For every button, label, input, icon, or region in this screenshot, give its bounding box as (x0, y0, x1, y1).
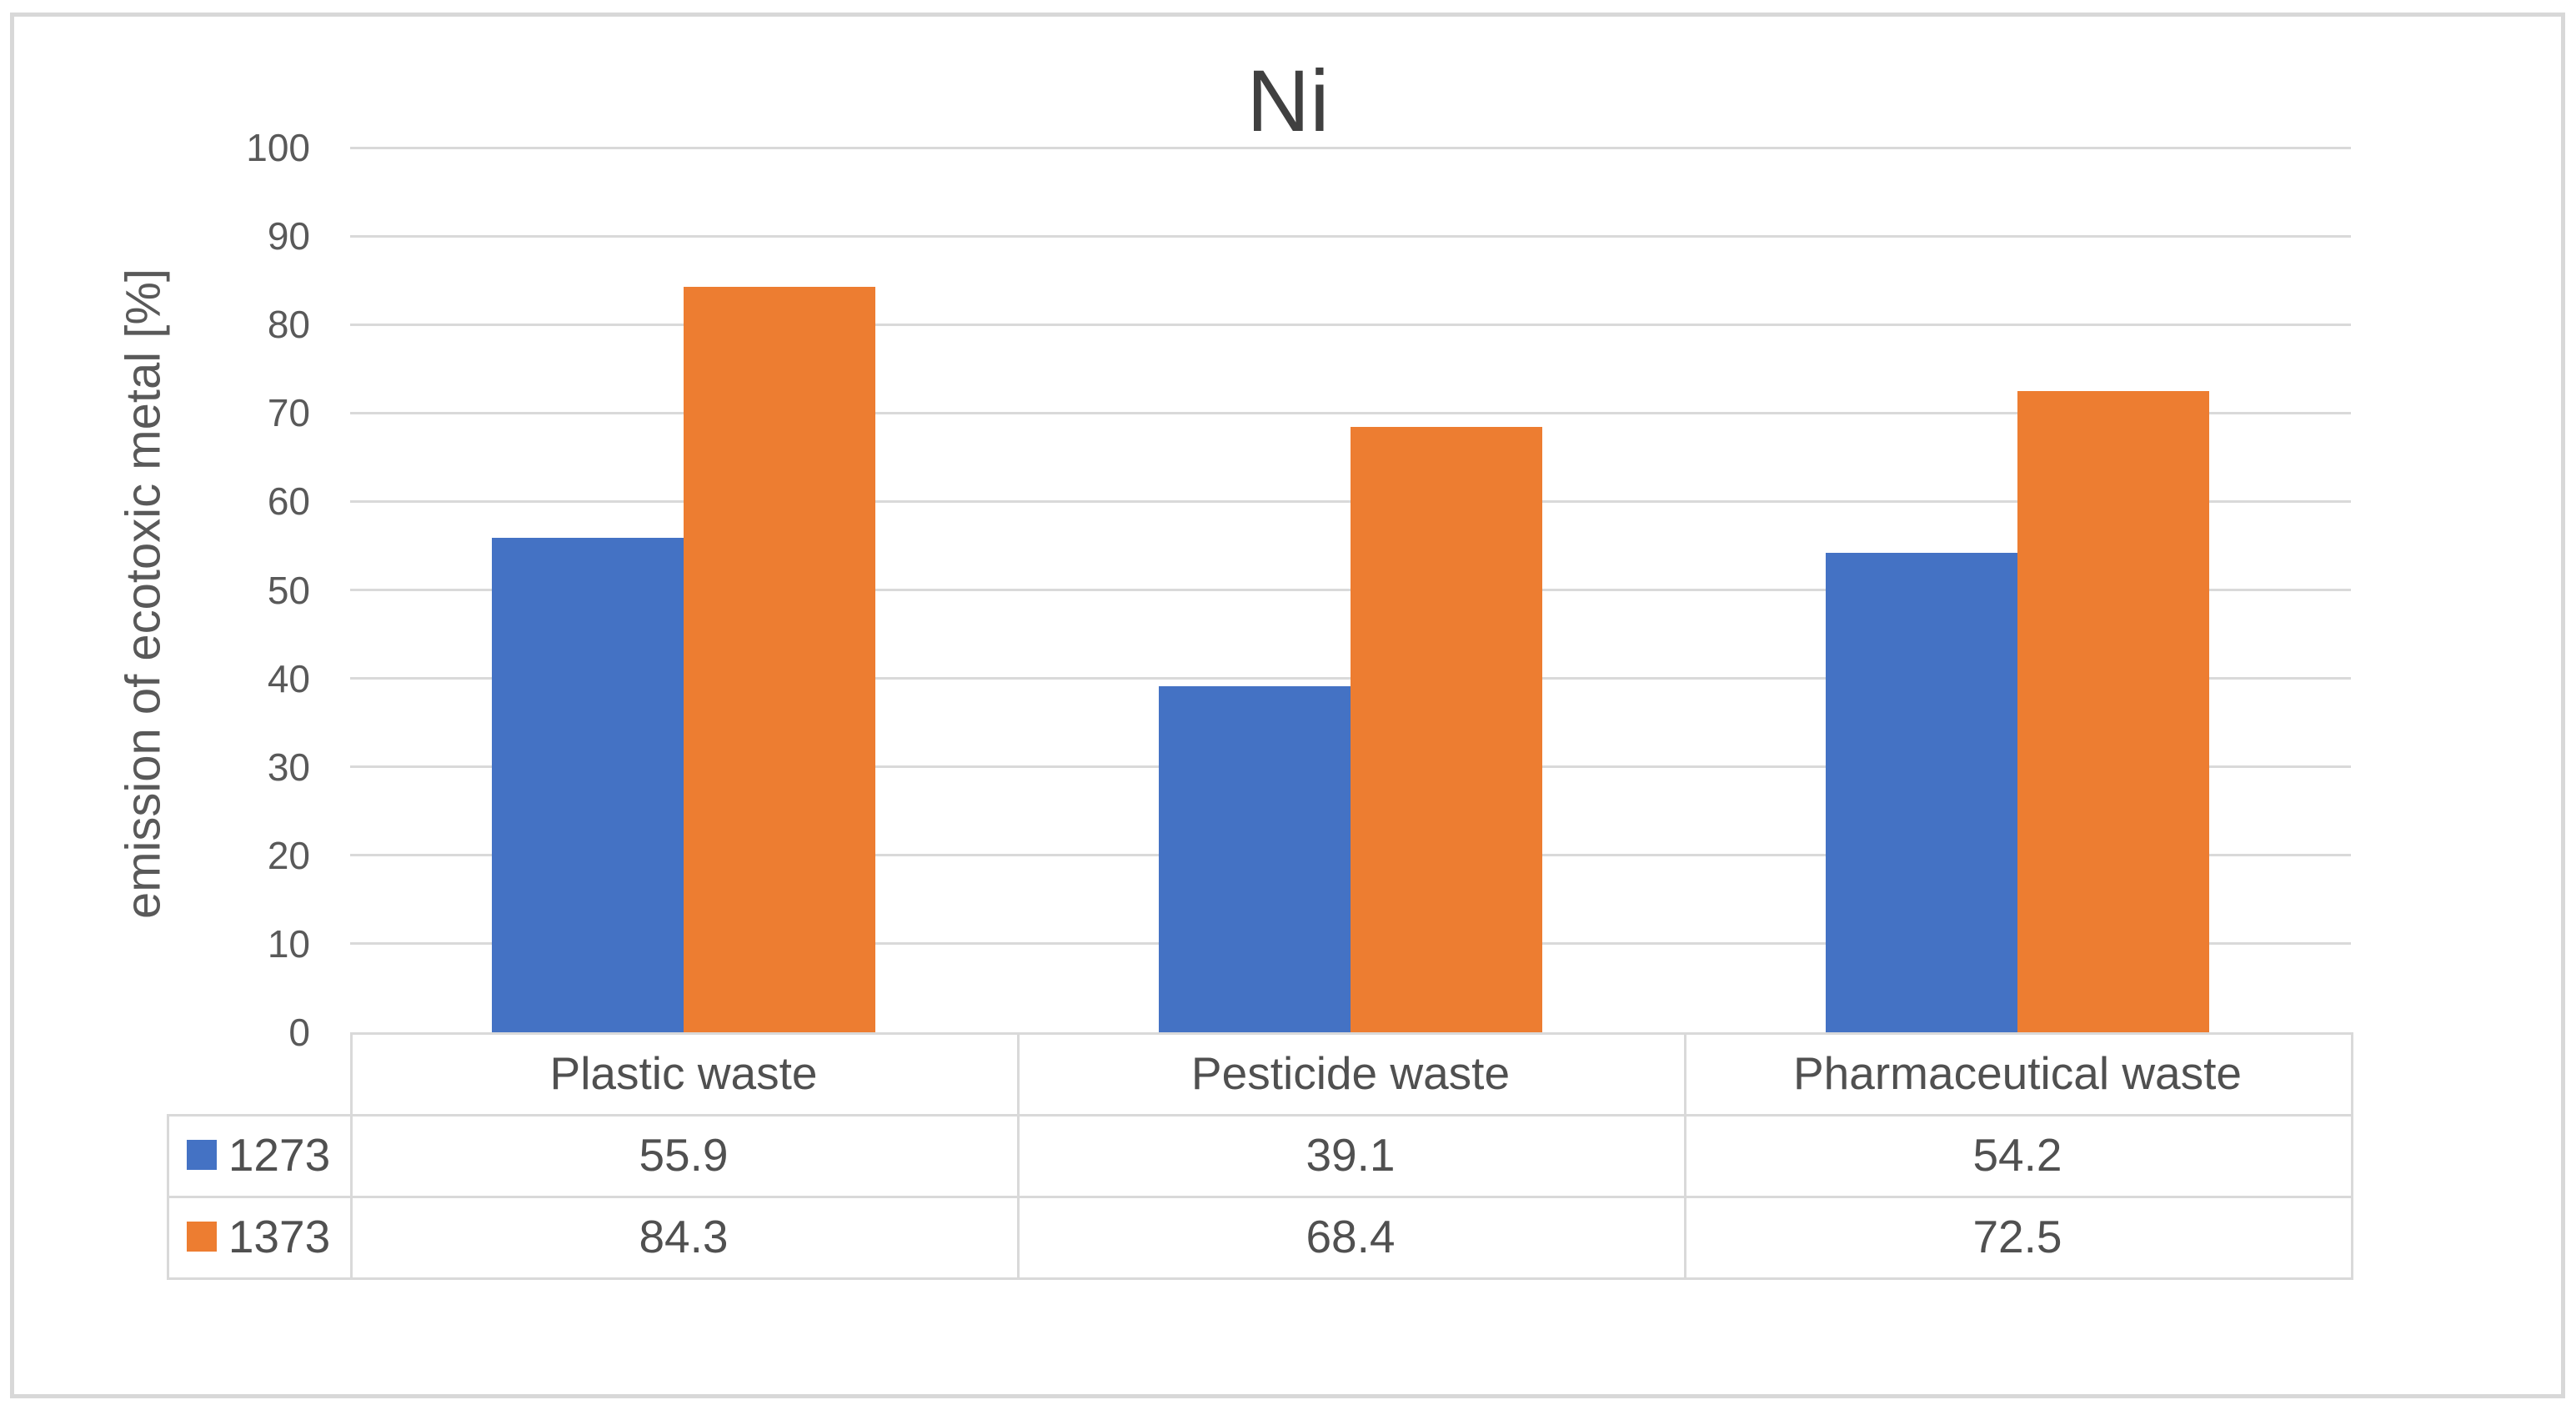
bar-1273-pharmaceutical-waste (1826, 552, 2017, 1032)
legend-label-1273: 1273 (228, 1129, 331, 1181)
value-cell-1273-pharmaceutical-waste: 54.2 (1972, 1129, 2062, 1181)
y-tick-label-100: 100 (246, 126, 310, 169)
y-tick-label-90: 90 (267, 214, 310, 258)
legend-cell-1273: 1273 (167, 1114, 350, 1196)
value-cell-1273-pesticide-waste: 39.1 (1306, 1129, 1396, 1181)
y-tick-label-0: 0 (288, 1011, 310, 1054)
table-border-v1 (1017, 1032, 1020, 1280)
value-cell-1273-plastic-waste: 55.9 (639, 1129, 729, 1181)
table-border-v0 (350, 1032, 353, 1280)
table-border-axis-top (350, 1032, 2353, 1035)
y-tick-label-10: 10 (267, 921, 310, 966)
bar-1273-pesticide-waste (1159, 686, 1351, 1032)
table-border-h1 (167, 1114, 2353, 1116)
plot-area (350, 148, 2351, 1032)
legend-cell-1373: 1373 (167, 1196, 350, 1277)
value-cell-1373-plastic-waste: 84.3 (639, 1211, 729, 1262)
y-tick-label-50: 50 (267, 568, 310, 612)
table-border-v-right (2351, 1032, 2353, 1280)
table-border-v-left (167, 1114, 169, 1280)
category-header-cell-pharmaceutical-waste: Pharmaceutical waste (1792, 1047, 2243, 1099)
table-border-h3 (167, 1277, 2353, 1280)
gridline-70 (350, 411, 2351, 414)
legend-swatch-1373 (186, 1222, 217, 1252)
value-cell-1373-pesticide-waste: 68.4 (1306, 1211, 1396, 1262)
bar-1373-plastic-waste (684, 286, 875, 1032)
y-tick-label-80: 80 (267, 303, 310, 347)
table-border-h2 (167, 1196, 2353, 1198)
y-tick-label-70: 70 (267, 391, 310, 435)
bar-1273-plastic-waste (492, 537, 684, 1032)
y-tick-label-60: 60 (267, 479, 310, 524)
value-cell-1373-pharmaceutical-waste: 72.5 (1972, 1211, 2062, 1262)
bar-1373-pharmaceutical-waste (2017, 390, 2209, 1032)
legend-swatch-1273 (186, 1140, 217, 1170)
gridline-100 (350, 146, 2351, 149)
legend-label-1373: 1373 (228, 1211, 331, 1262)
chart-data-table: Plastic waste Pesticide waste Pharmaceutic… (167, 1032, 2353, 1280)
y-tick-label-20: 20 (267, 833, 310, 877)
y-tick-label-40: 40 (267, 656, 310, 700)
gridline-80 (350, 323, 2351, 326)
category-header-cell-pesticide-waste: Pesticide waste (1190, 1047, 1511, 1099)
bar-1373-pesticide-waste (1351, 427, 1542, 1032)
table-border-v2 (1684, 1032, 1686, 1280)
gridline-90 (350, 234, 2351, 238)
category-header-cell-plastic-waste: Plastic waste (549, 1047, 818, 1099)
y-tick-label-30: 30 (267, 745, 310, 789)
chart-title: Ni (1246, 53, 1330, 150)
